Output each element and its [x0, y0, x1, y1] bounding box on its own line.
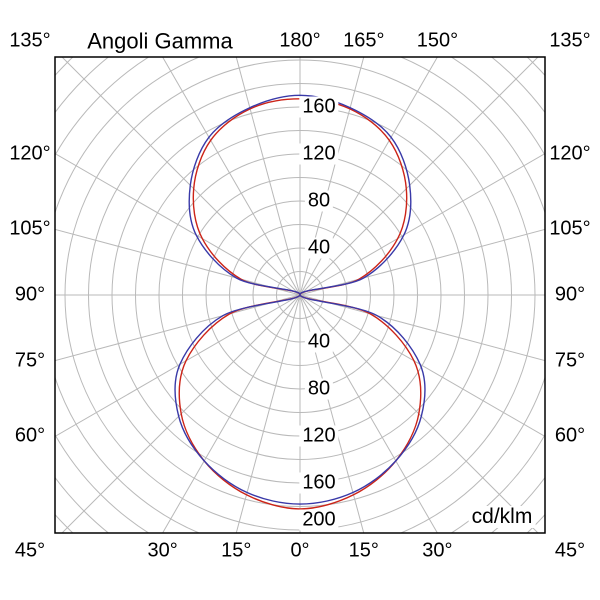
chart-frame	[54, 56, 546, 534]
blue-intensity-curve	[174, 94, 426, 505]
